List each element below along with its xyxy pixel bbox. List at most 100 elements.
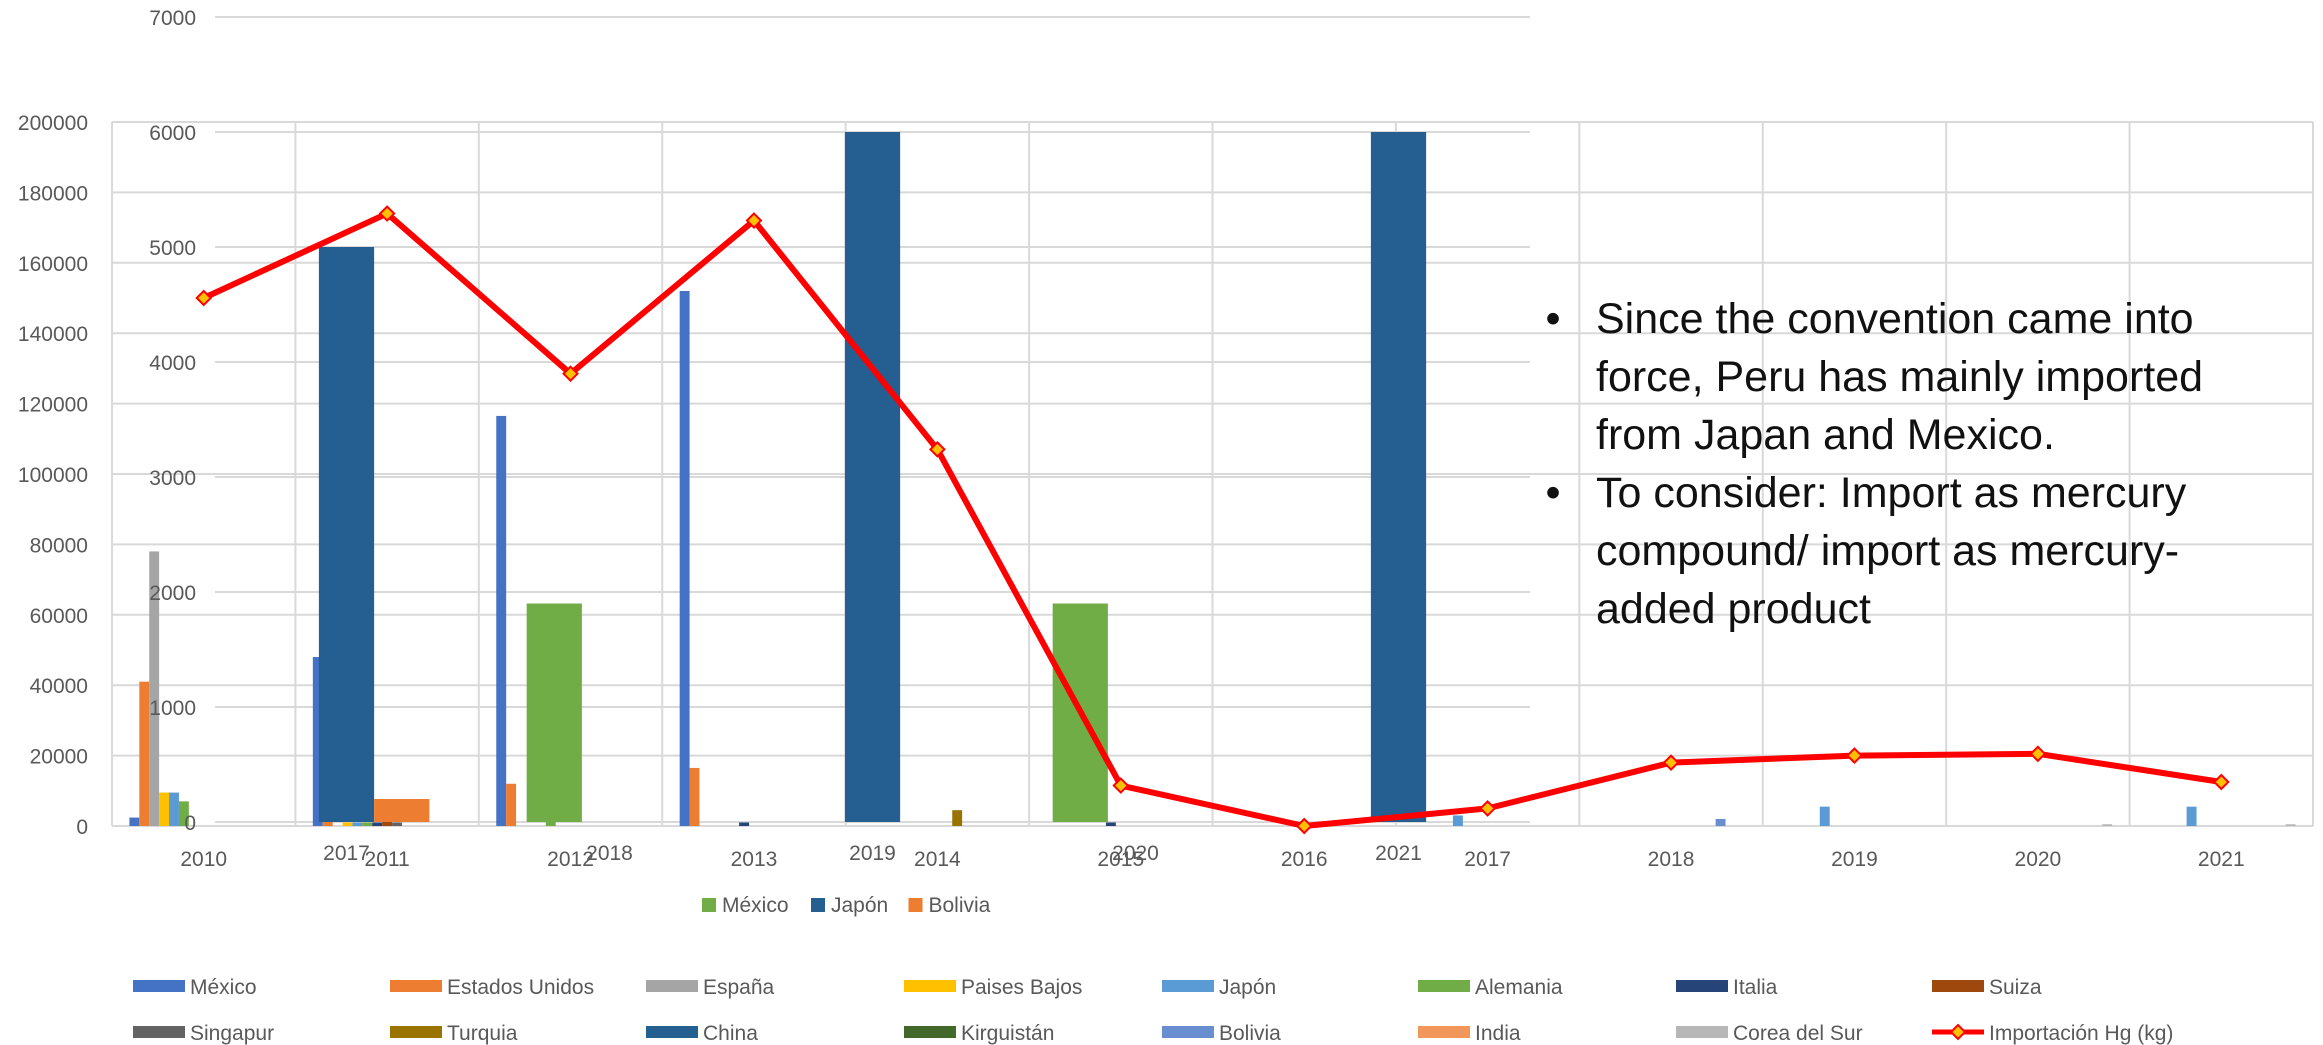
bar-alemania (545, 818, 556, 826)
main-y-tick-label: 200000 (18, 112, 88, 135)
notes-textbox: • Since the convention came into force, … (1533, 290, 2273, 638)
main-y-tick-label: 140000 (18, 323, 88, 346)
bar-corea-del-sur (2102, 824, 2113, 826)
legend-swatch (646, 980, 698, 992)
bar-italia (372, 822, 383, 826)
inset-x-tick-label: 2018 (586, 842, 633, 865)
legend-label: España (703, 976, 775, 999)
legend-swatch (1162, 1026, 1214, 1038)
legend-label: Turquia (447, 1022, 518, 1045)
bar-japón (352, 822, 363, 826)
inset-y-tick-label: 3000 (149, 467, 196, 490)
line-marker (378, 205, 396, 222)
legend-line-marker (1949, 1023, 1967, 1041)
main-y-tick-label: 100000 (18, 464, 88, 487)
inset-bar-japón (318, 247, 375, 822)
main-legend: México Estados Unidos España Paises Bajos Ja… (133, 976, 2173, 1045)
inset-y-tick-label: 2000 (149, 582, 196, 605)
inset-x-tick-label: 2021 (1375, 842, 1422, 865)
legend-swatch (646, 1026, 698, 1038)
main-x-tick-label: 2016 (1281, 848, 1328, 871)
note-item: • Since the convention came into force, … (1533, 290, 2273, 464)
import-line-series (195, 205, 2230, 835)
line-marker (1662, 754, 1680, 772)
legend-swatch (390, 980, 442, 992)
main-y-tick-label: 180000 (18, 182, 88, 205)
legend-label: Paises Bajos (961, 976, 1082, 999)
legend-swatch (1418, 1026, 1470, 1038)
bullet-icon: • (1545, 295, 1561, 343)
main-y-tick-label: 60000 (30, 605, 88, 628)
main-y-tick-label: 20000 (30, 746, 88, 769)
bar-turquia (952, 810, 963, 826)
bar-japón (2186, 806, 2197, 826)
inset-bar-japón (1370, 132, 1427, 822)
inset-x-tick-label: 2017 (323, 842, 370, 865)
legend-label: China (703, 1022, 758, 1045)
main-x-tick-label: 2011 (365, 848, 410, 871)
line-marker (745, 212, 763, 229)
bar-méxico (129, 817, 140, 826)
line-marker (1846, 747, 1863, 765)
inset-y-tick-label: 1000 (149, 697, 196, 720)
inset-legend-swatch (702, 898, 716, 912)
legend-label: Importación Hg (kg) (1989, 1022, 2173, 1045)
legend-label: Japón (1219, 976, 1276, 999)
legend-label: Alemania (1475, 976, 1563, 999)
legend-swatch (1162, 980, 1214, 992)
legend-swatch (1676, 1026, 1728, 1038)
main-x-tick-label: 2015 (1097, 848, 1144, 871)
legend-label: India (1475, 1022, 1521, 1045)
note-item: • To consider: Import as mercury compoun… (1533, 464, 2273, 638)
legend-swatch (904, 1026, 956, 1038)
main-x-tick-label: 2010 (180, 848, 227, 871)
inset-chart-bars (318, 132, 1427, 822)
main-x-tick-label: 2019 (1831, 848, 1878, 871)
main-chart-axes: 0200004000060000800001000001200001400001… (18, 112, 2245, 871)
bar-japón (1819, 806, 1830, 826)
main-x-tick-label: 2021 (2198, 848, 2245, 871)
main-y-tick-label: 120000 (18, 394, 88, 417)
main-x-tick-label: 2014 (914, 848, 961, 871)
inset-y-tick-label: 5000 (149, 237, 196, 260)
inset-legend: México Japón Bolivia (702, 894, 991, 917)
legend-label: Estados Unidos (447, 976, 594, 999)
line-marker (562, 365, 579, 383)
inset-legend-label: México (722, 894, 789, 917)
main-x-tick-label: 2017 (1464, 848, 1511, 871)
line-marker (928, 440, 946, 458)
inset-legend-label: Bolivia (929, 894, 991, 917)
inset-y-tick-label: 6000 (149, 122, 196, 145)
bar-méxico (679, 290, 690, 827)
legend-swatch (390, 1026, 442, 1038)
bar-méxico (496, 415, 507, 826)
bar-alemania (362, 822, 373, 826)
inset-chart-axes: 0 1000 2000 3000 4000 5000 6000 7000 2017 2018 201… (149, 7, 1422, 865)
legend-label: Bolivia (1219, 1022, 1281, 1045)
inset-y-tick-label: 0 (184, 812, 196, 835)
legend-label: Kirguistán (961, 1022, 1054, 1045)
bullet-icon: • (1545, 469, 1561, 517)
bar-singapur (392, 822, 402, 826)
inset-x-tick-label: 2019 (849, 842, 896, 865)
main-chart-grid (111, 121, 2314, 827)
bar-paises-bajos (159, 792, 170, 826)
main-x-tick-label: 2018 (1648, 848, 1695, 871)
main-x-tick-label: 2012 (547, 848, 594, 871)
main-y-tick-label: 0 (76, 816, 88, 839)
legend-swatch (1418, 980, 1470, 992)
legend-label: Suiza (1989, 976, 2042, 999)
bar-paises-bajos (342, 822, 353, 826)
line-marker (1295, 817, 1313, 835)
inset-legend-swatch (908, 898, 923, 912)
line-marker (195, 289, 213, 307)
bar-corea-del-sur (2285, 824, 2296, 826)
bar-estados-unidos (506, 783, 517, 826)
inset-x-tick-label: 2020 (1112, 842, 1159, 865)
bar-españa (149, 551, 160, 826)
main-x-tick-label: 2013 (731, 848, 778, 871)
main-y-tick-label: 160000 (18, 253, 88, 276)
line-marker (1479, 799, 1497, 817)
bar-estados-unidos (689, 767, 700, 826)
